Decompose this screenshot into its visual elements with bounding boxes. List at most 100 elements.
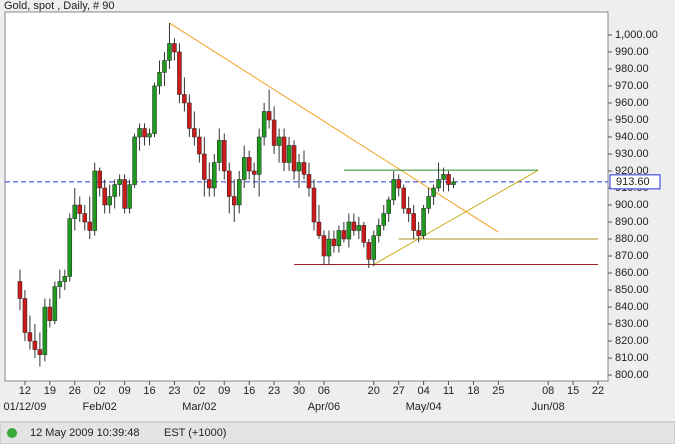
y-tick-label: 880.00 [615, 233, 649, 245]
x-tick-label: 20 [368, 385, 380, 397]
status-bar [0, 421, 675, 444]
candle-body [261, 111, 267, 138]
candle-body [316, 221, 322, 236]
candle-body [301, 162, 307, 175]
x-tick-label: 16 [243, 385, 255, 397]
candle-body [366, 242, 372, 260]
x-tick-label: 09 [218, 385, 230, 397]
candle-body [47, 306, 53, 321]
candle-body [231, 196, 237, 206]
y-tick-label: 950.00 [615, 114, 649, 126]
month-label: 01/12/09 [4, 401, 47, 413]
candle-body [441, 174, 446, 180]
candle-body [371, 235, 377, 260]
candle-body [97, 170, 102, 189]
candle-body [57, 281, 63, 287]
y-tick-label: 870.00 [615, 250, 649, 262]
candle-body [236, 179, 242, 206]
candle-body [376, 225, 382, 236]
y-tick-label: 890.00 [615, 216, 649, 228]
candle-body [102, 187, 107, 206]
candle-body [341, 230, 347, 240]
candle-body [241, 157, 247, 180]
candle-body [416, 230, 421, 236]
last-price-box [609, 174, 661, 190]
candle-body [52, 286, 58, 321]
y-tick-label: 960.00 [615, 97, 649, 109]
candle-body [152, 85, 157, 134]
candle-body [326, 238, 332, 257]
x-tick-label: 02 [94, 385, 106, 397]
candle-body [182, 94, 187, 104]
x-tick-label: 18 [467, 385, 479, 397]
candle-body [112, 184, 117, 197]
candle-body [157, 72, 162, 87]
candle-body [426, 196, 431, 209]
trend-line [169, 22, 499, 233]
last-price-label: 913.60 [616, 176, 650, 188]
candle-body [177, 51, 182, 95]
candle-body [147, 133, 152, 138]
y-tick-label: 940.00 [615, 131, 649, 143]
candle-body [386, 199, 391, 214]
x-tick-label: 23 [268, 385, 280, 397]
month-label: Feb/02 [83, 401, 117, 413]
candle-body [207, 179, 212, 189]
y-tick-label: 900.00 [615, 199, 649, 211]
candle-body [22, 298, 28, 333]
candle-body [67, 218, 73, 277]
candle-body [227, 170, 232, 197]
candle-body [286, 145, 292, 163]
x-tick-label: 30 [293, 385, 305, 397]
candle-body [406, 208, 411, 214]
x-tick-label: 19 [44, 385, 56, 397]
candle-body [37, 349, 43, 355]
candle-body [92, 170, 97, 231]
candle-body [331, 238, 337, 247]
x-tick-label: 27 [393, 385, 405, 397]
candle-body [306, 174, 312, 189]
candle-body [77, 204, 83, 214]
chart-title: Gold, spot , Daily, # 90 [4, 0, 114, 12]
y-tick-label: 810.00 [615, 352, 649, 364]
candle-body [246, 157, 252, 172]
candle-body [266, 111, 272, 121]
status-time: 12 May 2009 10:39:48 [30, 427, 139, 439]
candle-body [291, 145, 297, 172]
y-tick-label: 830.00 [615, 318, 649, 330]
candle-body [117, 179, 122, 185]
x-tick-label: 04 [417, 385, 429, 397]
y-tick-label: 990.00 [615, 46, 649, 58]
candle-body [142, 128, 147, 138]
candle-body [401, 187, 406, 209]
y-tick-label: 860.00 [615, 267, 649, 279]
candle-body [271, 119, 277, 146]
x-tick-label: 08 [542, 385, 554, 397]
x-tick-label: 12 [19, 385, 31, 397]
candle-body [321, 235, 327, 257]
candle-body [351, 221, 357, 231]
month-label: May/04 [406, 401, 442, 413]
trend-line [373, 169, 539, 265]
y-tick-label: 920.00 [615, 165, 649, 177]
y-tick-label: 980.00 [615, 63, 649, 75]
x-tick-label: 11 [443, 385, 454, 397]
candle-body [311, 187, 317, 223]
candle-body [411, 213, 416, 231]
candle-body [32, 340, 38, 350]
y-tick-label: 930.00 [615, 148, 649, 160]
candle-body [127, 184, 132, 209]
x-tick-label: 02 [193, 385, 205, 397]
x-tick-label: 23 [168, 385, 180, 397]
candle-body [222, 140, 227, 172]
candle-body [346, 221, 352, 240]
candle-body [187, 102, 192, 129]
candle-body [192, 128, 197, 138]
candle-body [336, 230, 342, 247]
y-tick-label: 800.00 [615, 369, 649, 381]
candle-body [162, 60, 167, 73]
candle-body [436, 179, 441, 189]
candle-body [256, 136, 262, 175]
